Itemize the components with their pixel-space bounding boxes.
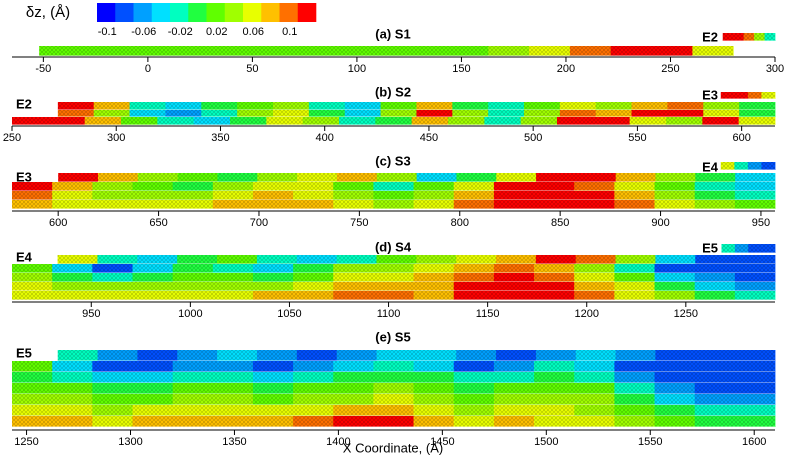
- panel-title: (b) S2: [375, 84, 411, 99]
- colorbar-tick-label: 0.06: [243, 26, 264, 38]
- colorbar-swatch: [151, 3, 171, 22]
- x-tick-label: 750: [350, 217, 368, 229]
- colorbar-label: δz, (Å): [26, 4, 70, 21]
- colorbar-swatch: [188, 3, 207, 22]
- atom-texture: [12, 264, 775, 273]
- x-tick-label: 950: [752, 217, 770, 229]
- x-tick-label: 1250: [14, 436, 38, 448]
- atom-texture: [12, 282, 775, 291]
- edge-label: E2: [702, 29, 718, 44]
- atom-texture: [722, 33, 775, 41]
- x-tick-label: 1150: [476, 308, 500, 320]
- colorbar-tick-label: -0.1: [98, 26, 117, 38]
- x-tick-label: 800: [451, 217, 469, 229]
- x-tick-label: 650: [149, 217, 167, 229]
- x-tick-label: -50: [35, 63, 51, 75]
- colorbar-swatch: [206, 3, 226, 22]
- atom-texture: [12, 191, 775, 200]
- x-tick-label: 1400: [326, 436, 350, 448]
- atom-texture: [57, 102, 775, 110]
- x-tick-label: 400: [316, 132, 334, 144]
- x-tick-label: 950: [82, 308, 100, 320]
- atom-texture: [58, 173, 775, 182]
- x-tick-label: 250: [3, 132, 21, 144]
- atom-texture: [12, 182, 775, 191]
- atom-texture: [12, 273, 775, 282]
- x-axis-label: X Coordinate, (Å): [343, 440, 443, 455]
- edge-label: E5: [16, 345, 32, 360]
- x-tick-label: 1500: [534, 436, 558, 448]
- atom-texture: [721, 244, 775, 253]
- x-tick-label: 850: [551, 217, 569, 229]
- x-tick-label: 600: [732, 132, 750, 144]
- x-tick-label: 1350: [222, 436, 246, 448]
- x-tick-label: 1100: [377, 308, 401, 320]
- edge-label: E2: [16, 96, 32, 111]
- panel-title: (e) S5: [375, 329, 410, 344]
- colorbar-tick-label: 0.1: [282, 26, 297, 38]
- edge-label: E4: [702, 159, 719, 174]
- x-tick-label: 300: [107, 132, 125, 144]
- x-tick-label: 600: [49, 217, 67, 229]
- colorbar-tick-label: -0.02: [168, 26, 193, 38]
- x-tick-label: 900: [651, 217, 669, 229]
- edge-label: E3: [16, 169, 32, 184]
- colorbar-tick-label: -0.06: [131, 26, 156, 38]
- x-tick-label: 1000: [178, 308, 202, 320]
- atom-texture: [720, 162, 775, 170]
- atom-texture: [12, 405, 775, 416]
- x-tick-label: 1200: [574, 308, 598, 320]
- x-tick-label: 50: [246, 63, 258, 75]
- edge-label: E5: [702, 240, 718, 255]
- colorbar-swatch: [97, 3, 116, 22]
- atom-texture: [57, 110, 775, 117]
- atom-texture: [12, 291, 775, 300]
- edge-label: E3: [702, 87, 718, 102]
- x-tick-label: 1300: [118, 436, 142, 448]
- atom-texture: [12, 416, 775, 427]
- edge-label: E4: [16, 249, 33, 264]
- atom-texture: [39, 46, 734, 56]
- atom-texture: [12, 361, 775, 372]
- x-tick-label: 250: [661, 63, 679, 75]
- x-tick-label: 450: [420, 132, 438, 144]
- x-tick-label: 700: [250, 217, 268, 229]
- colorbar-swatch: [279, 3, 299, 22]
- x-tick-label: 1450: [430, 436, 454, 448]
- x-tick-label: 1550: [638, 436, 662, 448]
- colorbar-swatch: [224, 3, 244, 22]
- x-tick-label: 1050: [277, 308, 301, 320]
- atom-texture: [720, 92, 775, 99]
- atom-texture: [57, 255, 776, 264]
- colorbar-swatch: [133, 3, 153, 22]
- x-tick-label: 200: [557, 63, 575, 75]
- x-tick-label: 100: [348, 63, 366, 75]
- x-tick-label: 550: [628, 132, 646, 144]
- x-tick-label: 1250: [674, 308, 698, 320]
- colorbar-swatch: [297, 3, 317, 22]
- x-tick-label: 350: [211, 132, 229, 144]
- x-tick-label: 300: [766, 63, 784, 75]
- colorbar-swatch: [115, 3, 134, 22]
- atom-texture: [12, 383, 775, 394]
- colorbar-swatch: [261, 3, 280, 22]
- colorbar-swatch: [170, 3, 189, 22]
- x-tick-label: 0: [145, 63, 151, 75]
- panel-title: (a) S1: [375, 26, 410, 41]
- atom-texture: [12, 117, 775, 125]
- x-tick-label: 1600: [742, 436, 766, 448]
- x-tick-label: 150: [452, 63, 470, 75]
- atom-texture: [12, 394, 775, 405]
- panel-title: (d) S4: [375, 239, 412, 254]
- atom-texture: [57, 350, 776, 361]
- atom-texture: [12, 372, 775, 383]
- panel-title: (c) S3: [375, 153, 410, 168]
- atom-texture: [12, 200, 775, 209]
- x-tick-label: 500: [524, 132, 542, 144]
- colorbar-tick-label: 0.02: [206, 26, 227, 38]
- colorbar-swatch: [243, 3, 262, 22]
